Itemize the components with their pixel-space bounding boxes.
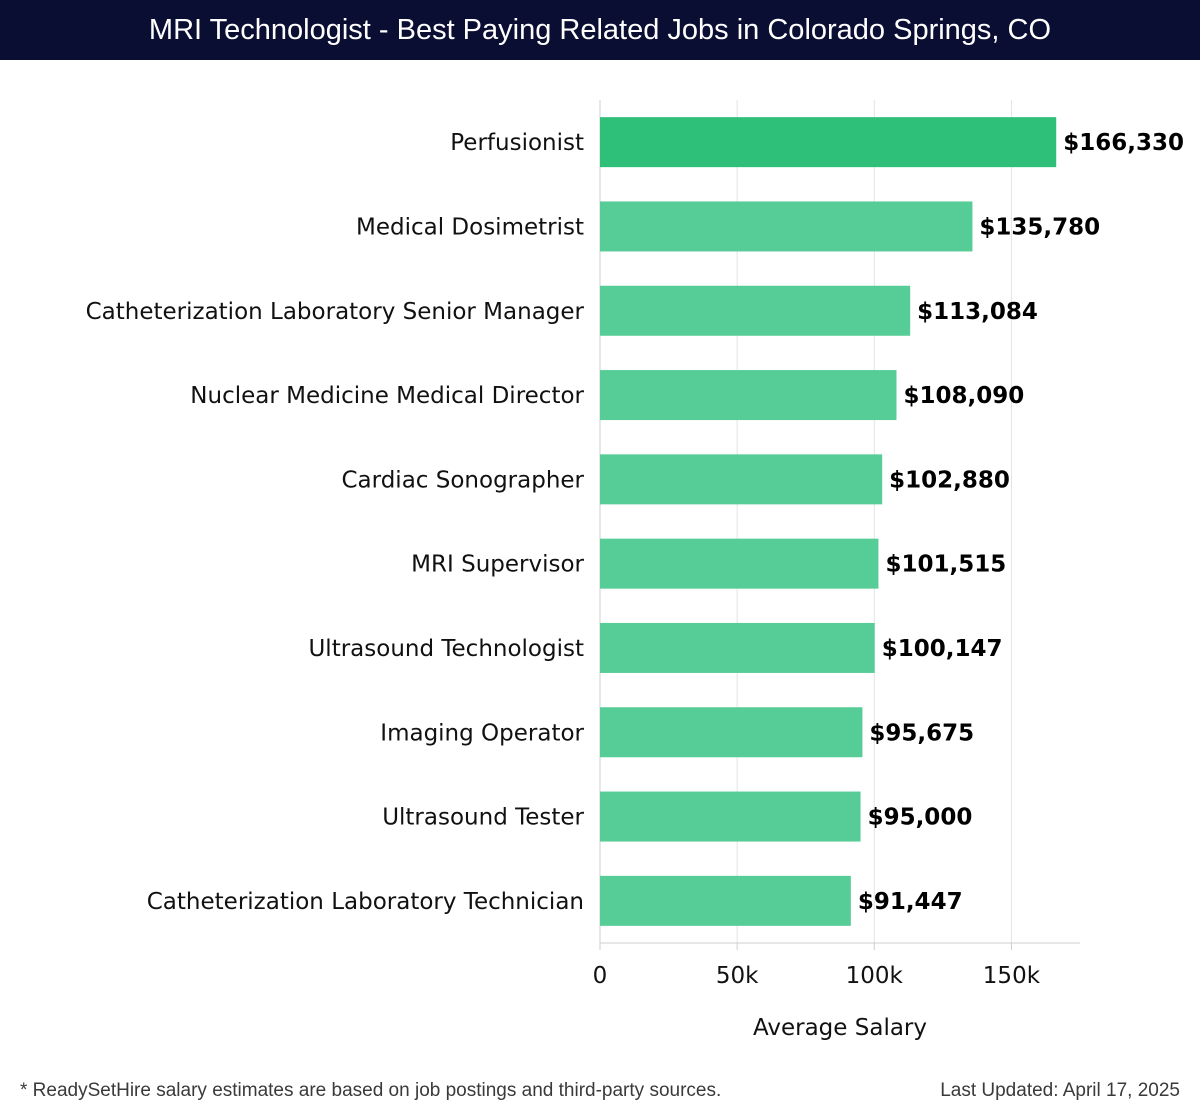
bar <box>600 875 851 926</box>
category-label: MRI Supervisor <box>411 552 584 578</box>
category-label: Ultrasound Technologist <box>308 636 584 662</box>
category-label: Catheterization Laboratory Technician <box>147 889 584 915</box>
category-label: Catheterization Laboratory Senior Manage… <box>86 299 585 325</box>
value-label: $113,084 <box>917 299 1038 325</box>
value-label: $95,675 <box>869 720 974 746</box>
bar <box>600 454 883 505</box>
chart-title-bar: MRI Technologist - Best Paying Related J… <box>0 0 1200 60</box>
x-tick-label: 50k <box>716 963 759 989</box>
bar <box>600 791 861 842</box>
bar <box>600 622 875 673</box>
bar <box>600 370 897 421</box>
value-label: $101,515 <box>885 552 1006 578</box>
bar <box>600 201 973 252</box>
category-label: Medical Dosimetrist <box>356 214 584 240</box>
category-label: Nuclear Medicine Medical Director <box>190 383 584 409</box>
chart-title: MRI Technologist - Best Paying Related J… <box>148 13 1052 46</box>
x-tick-label: 150k <box>983 963 1041 989</box>
bar <box>600 117 1057 168</box>
value-label: $108,090 <box>903 383 1024 409</box>
value-label: $166,330 <box>1063 130 1184 156</box>
x-tick-label: 0 <box>593 963 608 989</box>
value-label: $135,780 <box>979 214 1100 240</box>
bar <box>600 538 879 589</box>
last-updated: Last Updated: April 17, 2025 <box>940 1080 1180 1101</box>
value-label: $95,000 <box>868 805 973 831</box>
category-label: Ultrasound Tester <box>382 805 584 831</box>
value-label: $102,880 <box>889 467 1010 493</box>
bar-chart: 0 50k 100k 150k Average Salary Perfusionist $1… <box>86 100 1184 1041</box>
footnote: * ReadySetHire salary estimates are base… <box>20 1080 722 1101</box>
category-label: Perfusionist <box>450 130 584 156</box>
value-label: $100,147 <box>882 636 1003 662</box>
category-label: Cardiac Sonographer <box>342 467 585 493</box>
bar <box>600 285 911 336</box>
value-label: $91,447 <box>858 889 963 915</box>
category-label: Imaging Operator <box>380 720 584 746</box>
x-axis-title: Average Salary <box>753 1015 927 1041</box>
bar <box>600 707 863 758</box>
x-tick-label: 100k <box>846 963 904 989</box>
